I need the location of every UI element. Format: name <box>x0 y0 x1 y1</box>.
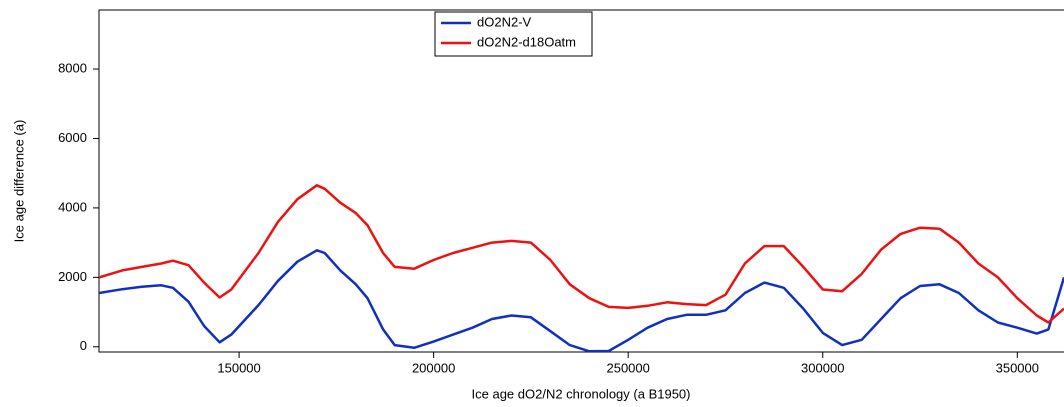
plot-frame <box>98 9 1064 353</box>
x-tick-label: 300000 <box>801 360 844 375</box>
x-tick-label: 350000 <box>996 360 1039 375</box>
y-tick-label: 6000 <box>58 130 87 145</box>
legend-label: dO2N2-d18Oatm <box>477 34 576 49</box>
x-tick-label: 200000 <box>412 360 455 375</box>
series-line <box>99 249 1064 352</box>
x-axis-label: Ice age dO2/N2 chronology (a B1950) <box>472 386 691 401</box>
x-tick-label: 250000 <box>606 360 649 375</box>
y-tick-label: 4000 <box>58 199 87 214</box>
y-axis-label: Ice age difference (a) <box>11 120 26 243</box>
y-tick-label: 2000 <box>58 269 87 284</box>
legend-box <box>434 11 593 57</box>
series-line <box>99 184 1064 324</box>
x-tick-label: 150000 <box>217 360 260 375</box>
y-tick-label: 0 <box>80 338 87 353</box>
legend-label: dO2N2-V <box>477 14 532 29</box>
y-tick-label: 8000 <box>58 60 87 75</box>
